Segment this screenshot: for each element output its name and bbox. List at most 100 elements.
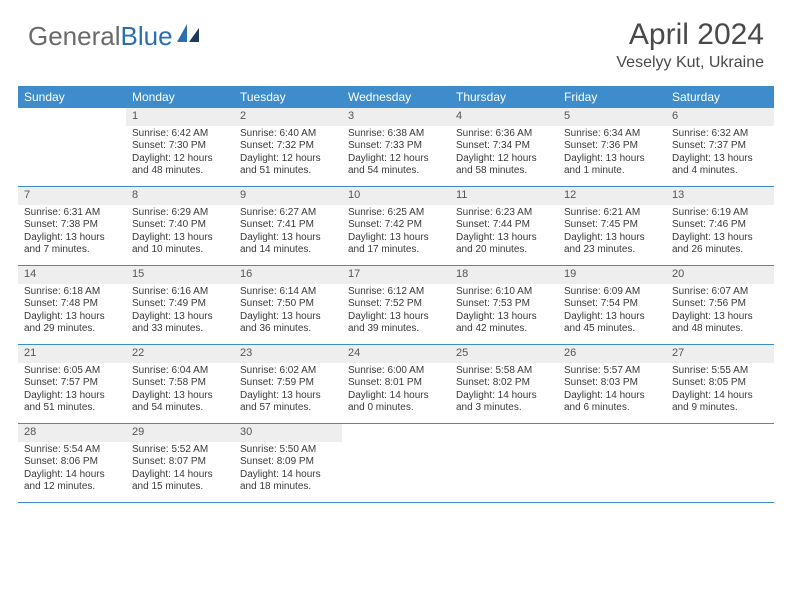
sunrise-text: Sunrise: 6:18 AM <box>24 286 120 299</box>
day-cell <box>666 424 774 502</box>
day-number: 15 <box>126 266 234 284</box>
daylight-text: Daylight: 13 hours and 42 minutes. <box>456 311 552 336</box>
day-body: Sunrise: 6:23 AMSunset: 7:44 PMDaylight:… <box>450 205 558 261</box>
day-number: 28 <box>18 424 126 442</box>
daylight-text: Daylight: 13 hours and 14 minutes. <box>240 232 336 257</box>
sunset-text: Sunset: 8:05 PM <box>672 377 768 390</box>
sunset-text: Sunset: 7:59 PM <box>240 377 336 390</box>
sunset-text: Sunset: 8:01 PM <box>348 377 444 390</box>
sunset-text: Sunset: 7:56 PM <box>672 298 768 311</box>
daylight-text: Daylight: 14 hours and 9 minutes. <box>672 390 768 415</box>
day-body: Sunrise: 6:02 AMSunset: 7:59 PMDaylight:… <box>234 363 342 419</box>
location-label: Veselyy Kut, Ukraine <box>616 54 764 72</box>
day-cell: 8Sunrise: 6:29 AMSunset: 7:40 PMDaylight… <box>126 187 234 265</box>
sunset-text: Sunset: 7:50 PM <box>240 298 336 311</box>
sunrise-text: Sunrise: 6:34 AM <box>564 128 660 141</box>
day-number: 10 <box>342 187 450 205</box>
weekday-header: Thursday <box>450 86 558 108</box>
day-number: 13 <box>666 187 774 205</box>
day-number: 19 <box>558 266 666 284</box>
daylight-text: Daylight: 13 hours and 1 minute. <box>564 153 660 178</box>
daylight-text: Daylight: 12 hours and 54 minutes. <box>348 153 444 178</box>
week-row: 21Sunrise: 6:05 AMSunset: 7:57 PMDayligh… <box>18 345 774 424</box>
daylight-text: Daylight: 14 hours and 3 minutes. <box>456 390 552 415</box>
day-body: Sunrise: 6:00 AMSunset: 8:01 PMDaylight:… <box>342 363 450 419</box>
sunrise-text: Sunrise: 6:07 AM <box>672 286 768 299</box>
day-number: 18 <box>450 266 558 284</box>
day-cell: 14Sunrise: 6:18 AMSunset: 7:48 PMDayligh… <box>18 266 126 344</box>
sunrise-text: Sunrise: 5:52 AM <box>132 444 228 457</box>
sunrise-text: Sunrise: 6:12 AM <box>348 286 444 299</box>
daylight-text: Daylight: 13 hours and 36 minutes. <box>240 311 336 336</box>
day-body: Sunrise: 6:31 AMSunset: 7:38 PMDaylight:… <box>18 205 126 261</box>
day-cell: 29Sunrise: 5:52 AMSunset: 8:07 PMDayligh… <box>126 424 234 502</box>
day-cell: 19Sunrise: 6:09 AMSunset: 7:54 PMDayligh… <box>558 266 666 344</box>
day-number: 12 <box>558 187 666 205</box>
sunset-text: Sunset: 7:30 PM <box>132 140 228 153</box>
daylight-text: Daylight: 14 hours and 6 minutes. <box>564 390 660 415</box>
logo-sail-icon <box>177 18 199 49</box>
day-cell: 6Sunrise: 6:32 AMSunset: 7:37 PMDaylight… <box>666 108 774 186</box>
week-row: 1Sunrise: 6:42 AMSunset: 7:30 PMDaylight… <box>18 108 774 187</box>
daylight-text: Daylight: 12 hours and 51 minutes. <box>240 153 336 178</box>
day-cell <box>342 424 450 502</box>
day-number: 22 <box>126 345 234 363</box>
day-body: Sunrise: 5:52 AMSunset: 8:07 PMDaylight:… <box>126 442 234 498</box>
day-cell: 25Sunrise: 5:58 AMSunset: 8:02 PMDayligh… <box>450 345 558 423</box>
day-number: 6 <box>666 108 774 126</box>
day-body: Sunrise: 5:55 AMSunset: 8:05 PMDaylight:… <box>666 363 774 419</box>
day-number: 29 <box>126 424 234 442</box>
day-cell: 1Sunrise: 6:42 AMSunset: 7:30 PMDaylight… <box>126 108 234 186</box>
day-body: Sunrise: 5:50 AMSunset: 8:09 PMDaylight:… <box>234 442 342 498</box>
weekday-header: Saturday <box>666 86 774 108</box>
sunrise-text: Sunrise: 6:21 AM <box>564 207 660 220</box>
day-body: Sunrise: 6:07 AMSunset: 7:56 PMDaylight:… <box>666 284 774 340</box>
day-cell: 22Sunrise: 6:04 AMSunset: 7:58 PMDayligh… <box>126 345 234 423</box>
day-body: Sunrise: 6:12 AMSunset: 7:52 PMDaylight:… <box>342 284 450 340</box>
page-header: GeneralBlue April 2024 Veselyy Kut, Ukra… <box>0 0 792 80</box>
day-cell: 21Sunrise: 6:05 AMSunset: 7:57 PMDayligh… <box>18 345 126 423</box>
day-cell: 5Sunrise: 6:34 AMSunset: 7:36 PMDaylight… <box>558 108 666 186</box>
daylight-text: Daylight: 13 hours and 57 minutes. <box>240 390 336 415</box>
sunset-text: Sunset: 7:52 PM <box>348 298 444 311</box>
month-title: April 2024 <box>616 18 764 52</box>
day-cell: 9Sunrise: 6:27 AMSunset: 7:41 PMDaylight… <box>234 187 342 265</box>
day-cell: 3Sunrise: 6:38 AMSunset: 7:33 PMDaylight… <box>342 108 450 186</box>
day-number: 25 <box>450 345 558 363</box>
day-number: 21 <box>18 345 126 363</box>
sunset-text: Sunset: 7:33 PM <box>348 140 444 153</box>
day-body: Sunrise: 6:05 AMSunset: 7:57 PMDaylight:… <box>18 363 126 419</box>
day-body: Sunrise: 6:21 AMSunset: 7:45 PMDaylight:… <box>558 205 666 261</box>
day-body: Sunrise: 6:42 AMSunset: 7:30 PMDaylight:… <box>126 126 234 182</box>
day-number: 27 <box>666 345 774 363</box>
daylight-text: Daylight: 13 hours and 20 minutes. <box>456 232 552 257</box>
sunrise-text: Sunrise: 6:10 AM <box>456 286 552 299</box>
sunset-text: Sunset: 8:07 PM <box>132 456 228 469</box>
day-cell: 18Sunrise: 6:10 AMSunset: 7:53 PMDayligh… <box>450 266 558 344</box>
sunset-text: Sunset: 7:46 PM <box>672 219 768 232</box>
day-number: 9 <box>234 187 342 205</box>
sunset-text: Sunset: 7:42 PM <box>348 219 444 232</box>
day-body: Sunrise: 6:36 AMSunset: 7:34 PMDaylight:… <box>450 126 558 182</box>
day-number: 3 <box>342 108 450 126</box>
sunrise-text: Sunrise: 6:16 AM <box>132 286 228 299</box>
day-cell <box>18 108 126 186</box>
day-cell: 26Sunrise: 5:57 AMSunset: 8:03 PMDayligh… <box>558 345 666 423</box>
day-body: Sunrise: 6:32 AMSunset: 7:37 PMDaylight:… <box>666 126 774 182</box>
day-cell: 13Sunrise: 6:19 AMSunset: 7:46 PMDayligh… <box>666 187 774 265</box>
title-block: April 2024 Veselyy Kut, Ukraine <box>616 18 764 72</box>
daylight-text: Daylight: 14 hours and 15 minutes. <box>132 469 228 494</box>
daylight-text: Daylight: 13 hours and 26 minutes. <box>672 232 768 257</box>
day-cell: 7Sunrise: 6:31 AMSunset: 7:38 PMDaylight… <box>18 187 126 265</box>
weekday-header: Monday <box>126 86 234 108</box>
sunset-text: Sunset: 7:48 PM <box>24 298 120 311</box>
day-cell <box>450 424 558 502</box>
day-body: Sunrise: 6:09 AMSunset: 7:54 PMDaylight:… <box>558 284 666 340</box>
day-body: Sunrise: 5:57 AMSunset: 8:03 PMDaylight:… <box>558 363 666 419</box>
daylight-text: Daylight: 14 hours and 12 minutes. <box>24 469 120 494</box>
sunrise-text: Sunrise: 6:32 AM <box>672 128 768 141</box>
sunrise-text: Sunrise: 5:55 AM <box>672 365 768 378</box>
day-cell: 16Sunrise: 6:14 AMSunset: 7:50 PMDayligh… <box>234 266 342 344</box>
sunrise-text: Sunrise: 6:04 AM <box>132 365 228 378</box>
sunrise-text: Sunrise: 6:31 AM <box>24 207 120 220</box>
